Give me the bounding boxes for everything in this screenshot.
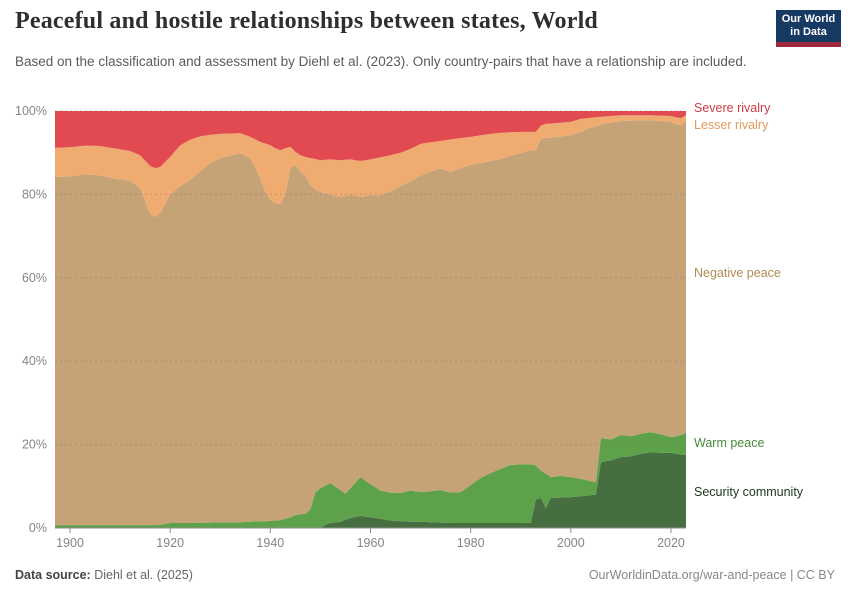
x-axis-label: 1980 — [457, 536, 485, 550]
x-axis-label: 2020 — [657, 536, 685, 550]
data-source-label: Data source: — [15, 568, 91, 582]
y-axis-label: 100% — [15, 104, 47, 118]
y-axis-label: 20% — [22, 438, 47, 452]
chart-subtitle: Based on the classification and assessme… — [15, 54, 747, 69]
series-label-security-community: Security community — [694, 485, 804, 499]
y-axis-label: 0% — [29, 521, 47, 535]
y-axis-label: 60% — [22, 271, 47, 285]
license-note: OurWorldinData.org/war-and-peace | CC BY — [589, 568, 835, 582]
owid-logo-box: Our World in Data — [776, 10, 841, 42]
series-label-severe-rivalry: Severe rivalry — [694, 101, 771, 115]
area-severe-rivalry[interactable] — [55, 111, 686, 169]
owid-logo[interactable]: Our World in Data — [776, 10, 841, 47]
owid-logo-accent-strip — [776, 42, 841, 47]
area-lesser-rivalry[interactable] — [55, 115, 686, 217]
area-negative-peace[interactable] — [55, 120, 686, 526]
x-axis-label: 1920 — [156, 536, 184, 550]
data-source-note: Data source: Diehl et al. (2025) — [15, 568, 193, 582]
owid-logo-line1: Our World — [781, 13, 836, 25]
x-axis-label: 2000 — [557, 536, 585, 550]
series-label-warm-peace: Warm peace — [694, 436, 764, 450]
x-axis-label: 1900 — [56, 536, 84, 550]
y-axis-label: 80% — [22, 187, 47, 201]
x-axis-label: 1940 — [256, 536, 284, 550]
series-label-lesser-rivalry: Lesser rivalry — [694, 118, 769, 132]
license-link[interactable]: OurWorldinData.org/war-and-peace | CC BY — [588, 568, 835, 582]
x-axis-label: 1960 — [357, 536, 385, 550]
series-label-negative-peace: Negative peace — [694, 266, 781, 280]
page-title: Peaceful and hostile relationships betwe… — [15, 8, 598, 34]
data-source-text: Diehl et al. (2025) — [90, 568, 193, 582]
area-security-community[interactable] — [55, 452, 686, 528]
y-axis-label: 40% — [22, 354, 47, 368]
owid-logo-line2: in Data — [790, 26, 827, 38]
stacked-area-chart[interactable]: 1900 1920 1940 1960 1980 2000 2020 0% 20% 40% 60% 8… — [0, 100, 850, 560]
area-warm-peace[interactable] — [55, 432, 686, 528]
